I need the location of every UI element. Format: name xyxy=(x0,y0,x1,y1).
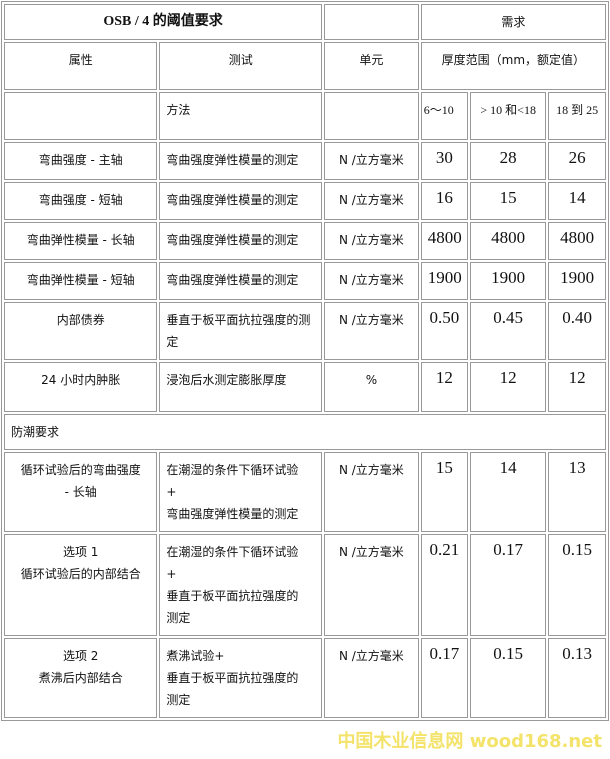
table-row: 弯曲弹性模量 - 长轴 弯曲强度弹性模量的测定 N /立方毫米 4800 480… xyxy=(4,222,606,260)
value-cell: 13 xyxy=(548,452,606,532)
osb4-requirements-table: OSB / 4 的阈值要求 需求 属性 测试 单元 厚度范围（mm，额定值） 方… xyxy=(1,1,609,721)
value-cell: 0.40 xyxy=(548,302,606,360)
unit-cell: N /立方毫米 xyxy=(324,534,419,636)
range-2: > 10 和<18 xyxy=(470,92,547,140)
property-cell: 24 小时内肿胀 xyxy=(4,362,158,412)
value-cell: 4800 xyxy=(470,222,547,260)
value-cell: 0.15 xyxy=(470,638,547,718)
value-cell: 4800 xyxy=(548,222,606,260)
test-cell: 弯曲强度弹性模量的测定 xyxy=(159,262,323,300)
value-cell: 0.15 xyxy=(548,534,606,636)
header-method: 方法 xyxy=(159,92,323,140)
unit-cell: N /立方毫米 xyxy=(324,638,419,718)
property-line: 选项 1 xyxy=(62,545,99,559)
value-cell: 26 xyxy=(548,142,606,180)
value-cell: 28 xyxy=(470,142,547,180)
property-cell: 弯曲弹性模量 - 短轴 xyxy=(4,262,158,300)
test-line: 弯曲强度弹性模量的测定 xyxy=(166,507,299,521)
test-cell: 弯曲强度弹性模量的测定 xyxy=(159,222,323,260)
test-line: 垂直于板平面抗拉强度的 xyxy=(166,589,299,603)
test-cell: 在潮湿的条件下循环试验 + 弯曲强度弹性模量的测定 xyxy=(159,452,323,532)
table-row: 选项 2 煮沸后内部结合 煮沸试验+ 垂直于板平面抗拉强度的 测定 N /立方毫米 0… xyxy=(4,638,606,718)
unit-cell: N /立方毫米 xyxy=(324,222,419,260)
value-cell: 12 xyxy=(548,362,606,412)
value-cell: 0.17 xyxy=(420,638,469,718)
test-line: 煮沸试验+ xyxy=(166,649,225,663)
value-cell: 0.17 xyxy=(470,534,547,636)
value-cell: 0.13 xyxy=(548,638,606,718)
property-cell: 弯曲弹性模量 - 长轴 xyxy=(4,222,158,260)
table-row: 循环试验后的弯曲强度 - 长轴 在潮湿的条件下循环试验 + 弯曲强度弹性模量的测定 N… xyxy=(4,452,606,532)
value-cell: 0.21 xyxy=(420,534,469,636)
value-cell: 15 xyxy=(470,182,547,220)
test-line: + xyxy=(166,567,177,581)
test-line: 在潮湿的条件下循环试验 xyxy=(166,545,299,559)
range-1: 6～10 xyxy=(420,92,469,140)
property-cell: 选项 2 煮沸后内部结合 xyxy=(4,638,158,718)
test-cell: 垂直于板平面抗拉强度的测定 xyxy=(159,302,323,360)
value-cell: 1900 xyxy=(420,262,469,300)
property-cell: 选项 1 循环试验后的内部结合 xyxy=(4,534,158,636)
table-title: OSB / 4 的阈值要求 xyxy=(4,4,323,40)
test-cell: 弯曲强度弹性模量的测定 xyxy=(159,142,323,180)
empty-cell xyxy=(324,92,419,140)
property-cell: 弯曲强度 - 主轴 xyxy=(4,142,158,180)
test-cell: 煮沸试验+ 垂直于板平面抗拉强度的 测定 xyxy=(159,638,323,718)
property-line: 煮沸后内部结合 xyxy=(38,671,123,685)
table-row: 选项 1 循环试验后的内部结合 在潮湿的条件下循环试验 + 垂直于板平面抗拉强度的 测定… xyxy=(4,534,606,636)
header-property: 属性 xyxy=(4,42,158,90)
header-unit: 单元 xyxy=(324,42,419,90)
unit-cell: N /立方毫米 xyxy=(324,302,419,360)
property-line: 循环试验后的弯曲强度 xyxy=(20,463,141,477)
value-cell: 12 xyxy=(420,362,469,412)
unit-cell: N /立方毫米 xyxy=(324,262,419,300)
test-cell: 在潮湿的条件下循环试验 + 垂直于板平面抗拉强度的 测定 xyxy=(159,534,323,636)
demand-header: 需求 xyxy=(420,4,606,40)
property-line: 循环试验后的内部结合 xyxy=(20,567,141,581)
value-cell: 14 xyxy=(470,452,547,532)
table-row: 弯曲强度 - 短轴 弯曲强度弹性模量的测定 N /立方毫米 16 15 14 xyxy=(4,182,606,220)
unit-cell: N /立方毫米 xyxy=(324,182,419,220)
table-row: 弯曲强度 - 主轴 弯曲强度弹性模量的测定 N /立方毫米 30 28 26 xyxy=(4,142,606,180)
property-line: 选项 2 xyxy=(62,649,99,663)
property-cell: 循环试验后的弯曲强度 - 长轴 xyxy=(4,452,158,532)
value-cell: 1900 xyxy=(548,262,606,300)
table-row: 24 小时内肿胀 浸泡后水测定膨胀厚度 % 12 12 12 xyxy=(4,362,606,412)
value-cell: 14 xyxy=(548,182,606,220)
table-row: 内部债券 垂直于板平面抗拉强度的测定 N /立方毫米 0.50 0.45 0.4… xyxy=(4,302,606,360)
test-line: 测定 xyxy=(166,611,191,625)
value-cell: 4800 xyxy=(420,222,469,260)
title-row: OSB / 4 的阈值要求 需求 xyxy=(4,4,606,40)
value-cell: 1900 xyxy=(470,262,547,300)
value-cell: 0.50 xyxy=(420,302,469,360)
section-row: 防潮要求 xyxy=(4,414,606,450)
table-row: 弯曲弹性模量 - 短轴 弯曲强度弹性模量的测定 N /立方毫米 1900 190… xyxy=(4,262,606,300)
property-cell: 内部债券 xyxy=(4,302,158,360)
method-row: 方法 6～10 > 10 和<18 18 到 25 xyxy=(4,92,606,140)
range-3: 18 到 25 xyxy=(548,92,606,140)
value-cell: 16 xyxy=(420,182,469,220)
test-cell: 弯曲强度弹性模量的测定 xyxy=(159,182,323,220)
test-line: 在潮湿的条件下循环试验 xyxy=(166,463,299,477)
header-row: 属性 测试 单元 厚度范围（mm，额定值） xyxy=(4,42,606,90)
test-line: 测定 xyxy=(166,693,191,707)
header-test: 测试 xyxy=(159,42,323,90)
unit-cell: % xyxy=(324,362,419,412)
value-cell: 30 xyxy=(420,142,469,180)
moisture-section-label: 防潮要求 xyxy=(4,414,606,450)
empty-cell xyxy=(324,4,419,40)
value-cell: 12 xyxy=(470,362,547,412)
watermark: 中国木业信息网 wood168.net xyxy=(337,731,602,752)
value-cell: 15 xyxy=(420,452,469,532)
empty-cell xyxy=(4,92,158,140)
value-cell: 0.45 xyxy=(470,302,547,360)
unit-cell: N /立方毫米 xyxy=(324,452,419,532)
property-line: - 长轴 xyxy=(64,485,97,499)
header-thickness: 厚度范围（mm，额定值） xyxy=(420,42,606,90)
unit-cell: N /立方毫米 xyxy=(324,142,419,180)
property-cell: 弯曲强度 - 短轴 xyxy=(4,182,158,220)
test-line: 垂直于板平面抗拉强度的 xyxy=(166,671,299,685)
test-line: + xyxy=(166,485,177,499)
test-cell: 浸泡后水测定膨胀厚度 xyxy=(159,362,323,412)
